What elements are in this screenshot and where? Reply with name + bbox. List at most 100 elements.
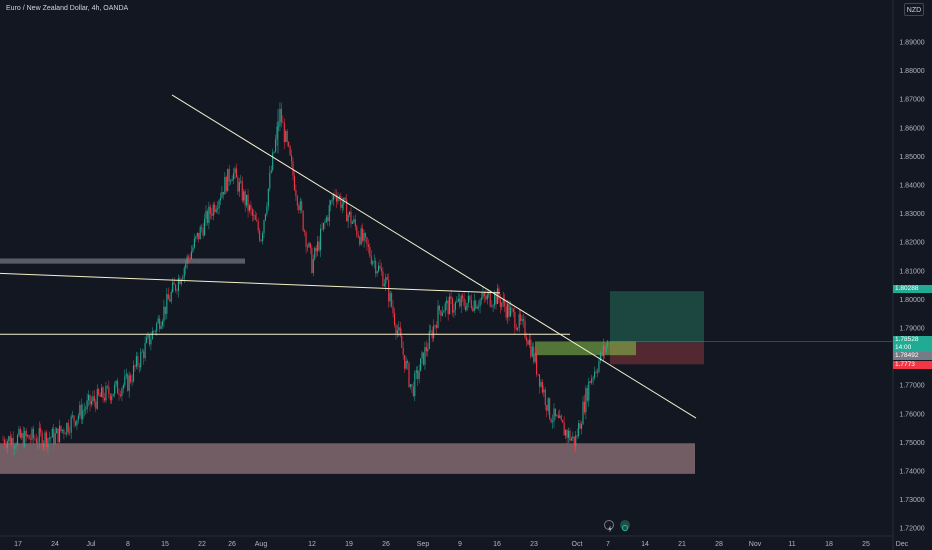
candle-body (279, 108, 281, 127)
currency-button[interactable]: NZD (904, 3, 924, 16)
candle-body (447, 300, 449, 315)
candle-body (417, 370, 419, 379)
candle-body (282, 122, 284, 124)
candle-body (380, 268, 382, 272)
candle-body (109, 394, 111, 401)
time-axis-label: 12 (308, 541, 316, 548)
candle-body (85, 409, 87, 410)
candle-body (340, 196, 342, 208)
descending-trendline (171, 94, 697, 419)
candle-body (520, 314, 522, 321)
candle-body (125, 374, 127, 377)
candle-body (344, 197, 346, 200)
dividends-icon[interactable] (620, 520, 630, 532)
candle-body (549, 398, 551, 419)
candle-body (552, 421, 554, 423)
time-axis-label: 8 (126, 541, 130, 548)
time-axis-label: 18 (825, 541, 833, 548)
candle-body (605, 346, 607, 352)
candle-body (280, 108, 282, 123)
candle-body (569, 430, 571, 441)
candle-body (354, 219, 356, 227)
candle-body (215, 209, 217, 212)
candle-body (159, 318, 161, 329)
candle-body (251, 209, 253, 216)
candle-body (111, 396, 113, 401)
candle-body (11, 437, 13, 445)
candle-body (2, 439, 4, 441)
candle-body (509, 307, 512, 317)
candle-body (362, 228, 364, 241)
candle-body (235, 168, 237, 178)
time-axis-label: Nov (749, 541, 762, 548)
candle-body (372, 261, 374, 264)
candle-body (556, 415, 558, 417)
candle-body (163, 306, 165, 322)
candle-body (459, 298, 461, 307)
candle-body (51, 428, 53, 438)
candle-body (338, 196, 340, 198)
candle-body (83, 409, 85, 411)
candle-body (40, 428, 42, 433)
candle-body (402, 347, 404, 355)
candle-body (592, 377, 594, 379)
candle-body (305, 232, 307, 247)
candle-body (19, 429, 21, 438)
price-axis-label: 1.77000 (899, 383, 924, 390)
lightning-icon[interactable] (604, 520, 614, 533)
candle-body (475, 300, 477, 309)
candle-body (182, 277, 184, 280)
candle-body (259, 230, 261, 241)
candle-body (103, 398, 106, 401)
candle-body (311, 248, 313, 274)
candle-body (219, 197, 222, 201)
candle-body (366, 237, 368, 245)
candle-body (186, 256, 188, 264)
candle-body (118, 393, 120, 395)
candle-body (12, 437, 14, 449)
candle-body (260, 240, 262, 242)
candle-body (533, 346, 535, 362)
candle-body (121, 388, 123, 396)
candle-body (421, 352, 423, 359)
candle-body (341, 204, 343, 208)
price-axis-label: 1.88000 (899, 68, 924, 75)
candle-body (440, 310, 442, 316)
price-axis-label: 1.81000 (899, 268, 924, 275)
candle-body (132, 365, 135, 382)
candle-body (90, 401, 92, 405)
candle-body (289, 146, 291, 156)
candle-body (72, 415, 74, 417)
candle-body (272, 152, 274, 171)
candle-body (601, 351, 603, 357)
candle-body (117, 380, 119, 394)
candle-body (37, 442, 39, 444)
candle-body (122, 385, 124, 389)
candle-body (353, 219, 355, 223)
support-zone (0, 443, 695, 474)
time-axis-label: 16 (493, 541, 501, 548)
candle-body (53, 428, 55, 444)
candle-body (560, 415, 562, 420)
candle-body (21, 433, 23, 438)
candle-body (596, 371, 599, 373)
time-axis-label: 11 (788, 541, 795, 548)
symbol-title[interactable]: Euro / New Zealand Dollar, 4h, OANDA (6, 5, 129, 12)
candle-body (212, 204, 214, 216)
candle-body (415, 370, 417, 374)
price-axis-label: 1.76000 (899, 411, 924, 418)
time-axis-label: 15 (161, 541, 169, 548)
price-axis-label: 1.82000 (899, 240, 924, 247)
candle-body (96, 389, 98, 409)
candle-body (48, 437, 50, 439)
price-axis-label: 1.87000 (899, 97, 924, 104)
candle-body (86, 400, 88, 410)
candle-body (534, 353, 536, 362)
candle-body (224, 176, 226, 195)
candle-body (543, 389, 545, 393)
candle-body (424, 347, 426, 365)
candle-body (462, 295, 464, 299)
time-axis-label: 25 (862, 541, 870, 548)
candle-body (441, 312, 443, 316)
